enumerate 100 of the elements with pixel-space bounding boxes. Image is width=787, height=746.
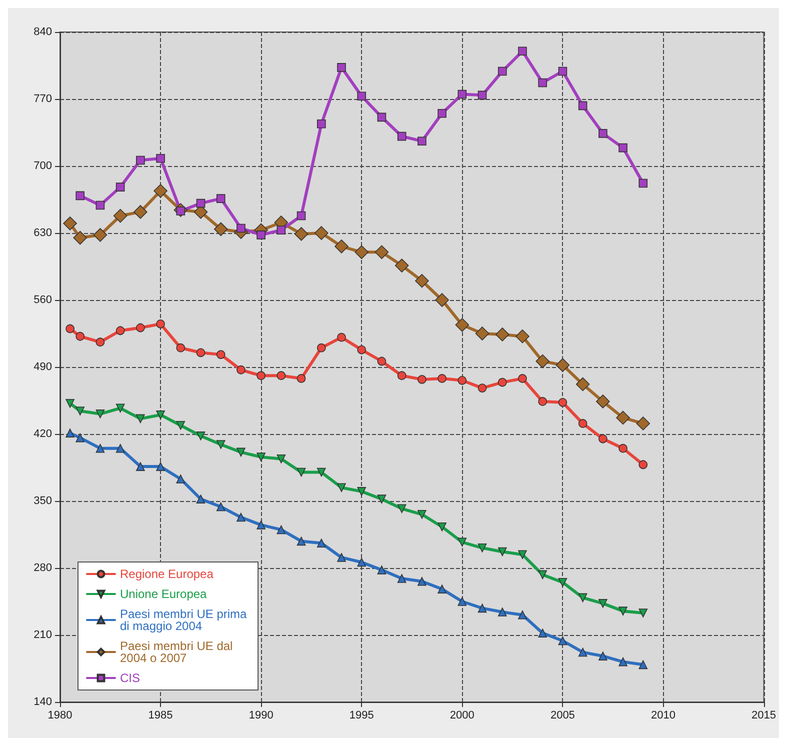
point — [478, 384, 487, 392]
point — [66, 428, 74, 438]
point — [296, 468, 306, 477]
point — [638, 460, 648, 470]
y-tick-label: 490 — [34, 361, 52, 373]
point — [596, 394, 610, 408]
point — [66, 324, 74, 334]
point — [116, 326, 125, 336]
point — [357, 487, 366, 496]
point — [618, 657, 628, 666]
point — [558, 636, 568, 646]
point — [518, 550, 527, 559]
point — [76, 332, 85, 341]
point — [96, 444, 105, 453]
point — [357, 345, 366, 354]
point — [314, 226, 328, 240]
point — [76, 433, 85, 442]
y-tick-label: 420 — [34, 428, 52, 440]
point — [455, 318, 470, 332]
point — [418, 577, 426, 586]
point — [558, 578, 568, 587]
x-tick-label: 2010 — [650, 710, 676, 722]
point — [236, 448, 246, 457]
point — [296, 211, 306, 220]
point — [93, 228, 108, 242]
point — [196, 198, 206, 208]
point — [294, 227, 308, 241]
point — [256, 520, 266, 530]
point — [478, 604, 487, 613]
point — [216, 350, 226, 359]
point — [113, 208, 128, 223]
point — [495, 328, 510, 342]
point — [438, 584, 446, 594]
point — [518, 374, 527, 383]
point — [618, 606, 628, 616]
point — [458, 90, 467, 99]
point — [116, 182, 125, 192]
point — [256, 371, 266, 380]
point — [76, 191, 85, 200]
point — [377, 112, 386, 122]
point — [63, 216, 77, 230]
point — [556, 358, 570, 372]
point — [415, 274, 429, 288]
point — [296, 536, 306, 546]
point — [317, 343, 326, 352]
point — [558, 66, 568, 76]
point — [357, 558, 366, 567]
point — [136, 323, 145, 332]
legend-label: Unione Europea — [120, 587, 208, 601]
point — [96, 410, 105, 418]
point — [236, 224, 246, 233]
point — [498, 608, 507, 616]
point — [176, 420, 186, 430]
point — [317, 468, 326, 477]
point — [578, 101, 588, 110]
point — [478, 544, 487, 552]
point — [377, 356, 386, 366]
legend-label: Paesi membri UE prima di maggio 2004 — [120, 607, 250, 633]
y-tick-label: 840 — [34, 26, 52, 38]
point — [418, 136, 426, 146]
point — [458, 538, 467, 547]
y-tick-label: 210 — [34, 629, 52, 641]
point — [397, 132, 406, 141]
point — [156, 462, 165, 471]
point — [276, 371, 286, 380]
y-tick-label: 700 — [34, 160, 52, 172]
point — [216, 440, 226, 449]
point — [578, 593, 588, 602]
y-tick-label: 630 — [34, 227, 52, 239]
x-tick-label: 1980 — [48, 710, 72, 722]
point — [498, 378, 507, 387]
point — [578, 419, 588, 428]
point — [337, 63, 346, 72]
point — [576, 377, 590, 392]
point — [558, 398, 568, 407]
x-tick-label: 1995 — [349, 710, 374, 722]
legend-label: Paesi membri UE dal 2004 o 2007 — [120, 639, 236, 665]
point — [538, 628, 547, 638]
point — [618, 143, 628, 152]
point — [256, 452, 266, 462]
point — [156, 154, 165, 163]
point — [598, 652, 608, 660]
point — [397, 504, 406, 514]
point — [598, 129, 608, 138]
point — [116, 444, 125, 453]
legend-label: CIS — [120, 671, 140, 685]
y-tick-label: 350 — [34, 495, 52, 507]
point — [116, 404, 125, 413]
point — [538, 78, 547, 88]
point — [134, 205, 148, 219]
point — [394, 258, 409, 272]
point — [196, 432, 206, 440]
point — [334, 240, 348, 254]
point — [196, 494, 206, 504]
point — [538, 570, 547, 580]
point — [638, 660, 648, 670]
point — [518, 610, 527, 620]
point — [337, 332, 346, 342]
point — [374, 245, 389, 260]
point — [377, 566, 386, 574]
